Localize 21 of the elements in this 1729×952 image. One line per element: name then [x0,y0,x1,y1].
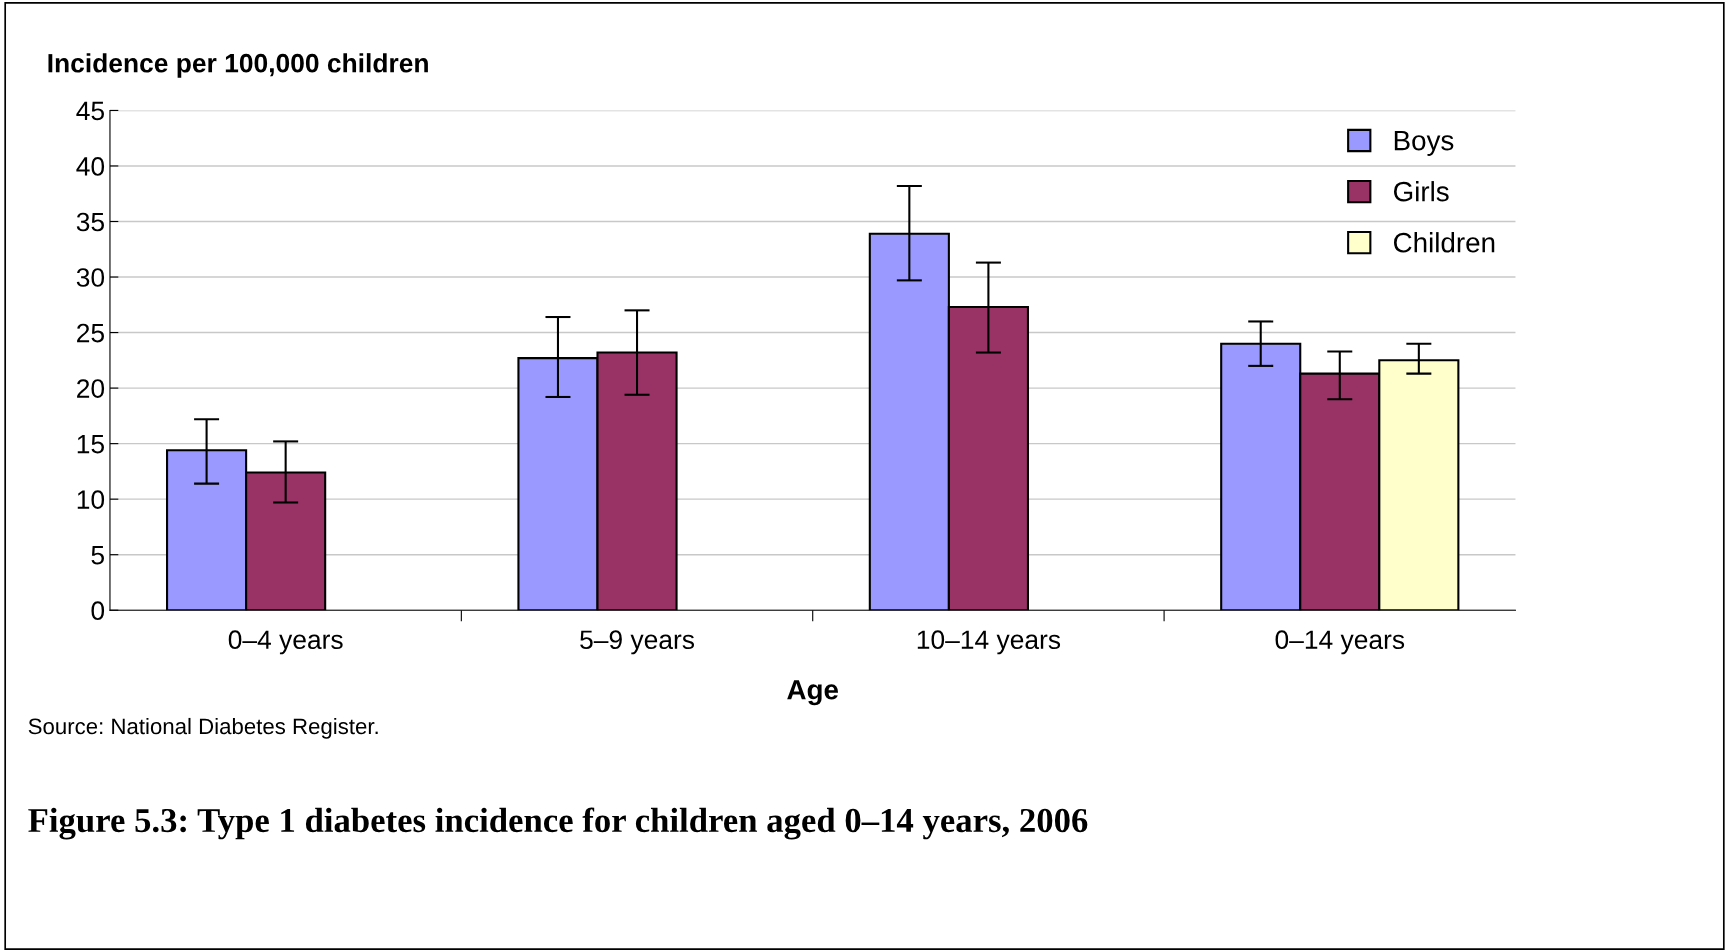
y-tick-label: 20 [77,379,105,398]
legend-label: Girls [1393,181,1449,202]
y-tick-label: 5 [91,546,104,565]
x-tick-label: 10–14 years [917,630,1061,655]
y-tick-label: 25 [77,323,104,343]
y-tick-label: 15 [77,435,104,454]
y-tick-label: 40 [76,157,105,176]
x-tick-label: 5–9 years [580,630,695,655]
y-tick-label: 30 [76,268,105,287]
x-axis-title: Age [787,680,839,706]
y-axis-title: Incidence per 100,000 children [48,53,428,78]
y-tick-label: 10 [77,490,105,509]
text: Figure 5.3: Type 1 diabetes incidence for children aged 0–14 years, 2006 [28,807,1088,840]
x-tick-label: 0–4 years [228,630,343,655]
y-tick-label: 35 [76,212,104,232]
x-tick-label: 0–14 years [1275,630,1405,655]
y-tick-label: 0 [91,601,105,621]
source-note: Source: National Diabetes Register. [28,717,378,739]
legend-label: Boys [1394,131,1454,156]
y-tick-label: 45 [76,101,104,121]
legend-label: Children [1393,232,1495,253]
